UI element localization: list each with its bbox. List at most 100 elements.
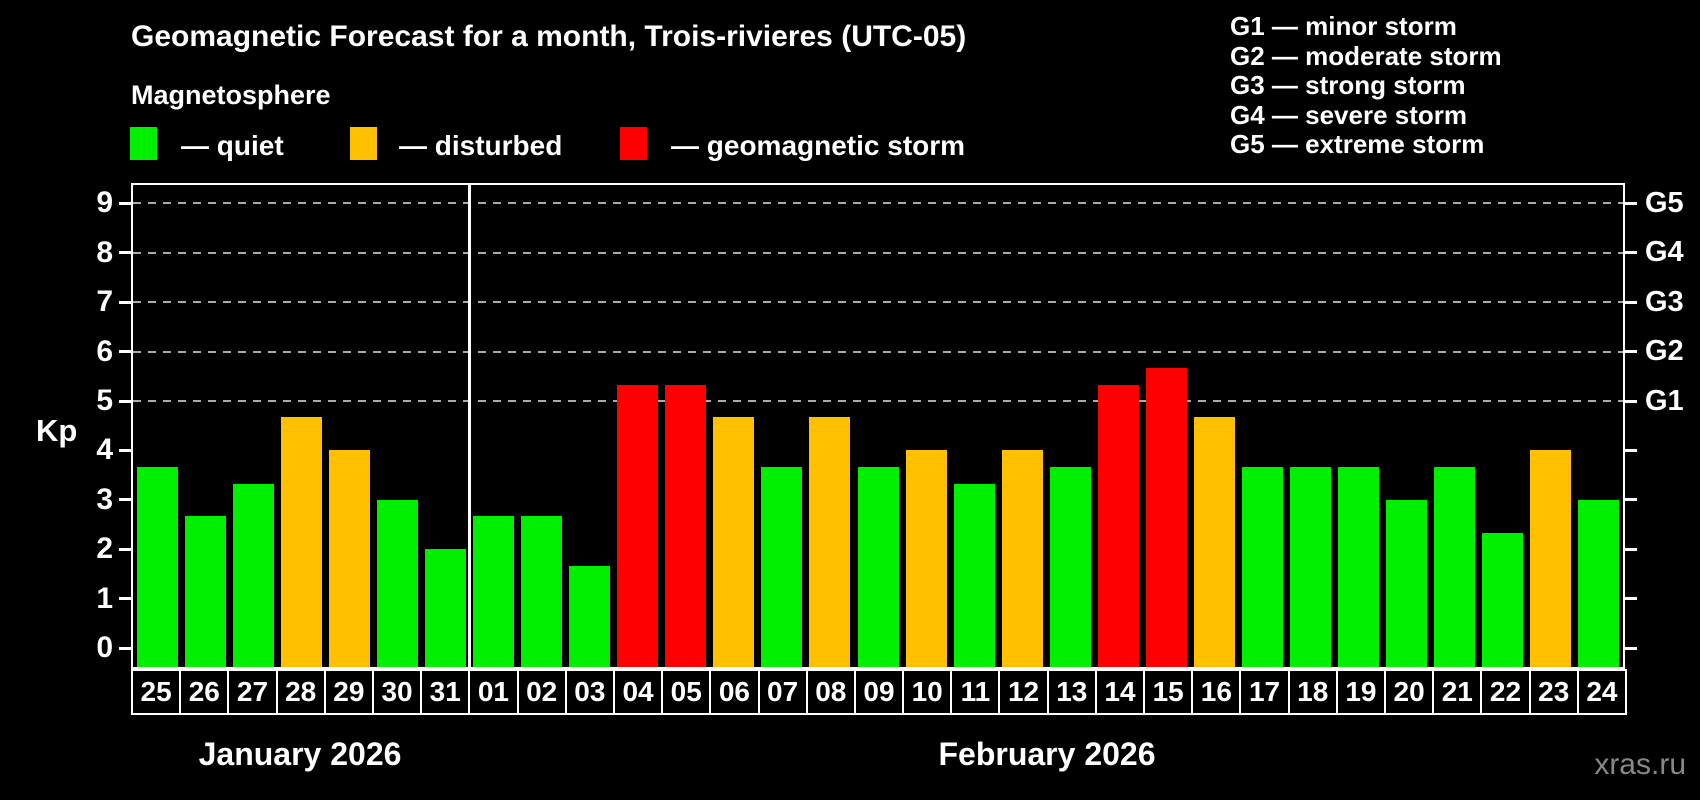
y-axis-tick [1625, 597, 1637, 601]
month-label-january: January 2026 [198, 736, 402, 772]
day-cell: 14 [1094, 669, 1146, 715]
watermark: xras.ru [1594, 748, 1686, 781]
day-cell: 30 [371, 669, 423, 715]
page-title: Geomagnetic Forecast for a month, Trois-… [131, 20, 967, 53]
bar [857, 466, 899, 667]
day-cell: 21 [1432, 669, 1483, 715]
y-axis-tick-label: 7 [96, 285, 113, 319]
bar [1001, 450, 1043, 667]
y-axis-tick [1625, 399, 1637, 403]
g-scale-label: G2 [1645, 335, 1684, 368]
legend-label-quiet: — quiet [181, 130, 284, 161]
day-cell: 08 [805, 669, 856, 715]
bar [184, 516, 226, 667]
day-cell: 02 [516, 669, 567, 715]
storm-scale-legend: G1 — minor storm G2 — moderate storm G3 — … [1230, 11, 1502, 160]
bar [905, 450, 947, 667]
day-cell: 09 [853, 669, 905, 715]
plot-area [131, 183, 1625, 669]
bar [1482, 532, 1524, 667]
y-axis-tick-label: 9 [96, 186, 113, 220]
day-cell: 24 [1576, 669, 1627, 715]
kp-axis-label: Kp [36, 413, 78, 448]
y-axis-tick [1625, 350, 1637, 354]
bar [953, 483, 995, 667]
y-axis-tick [1625, 201, 1637, 205]
bar [136, 466, 178, 667]
grid-line [133, 251, 1623, 254]
y-axis-tick-label: 0 [96, 631, 113, 664]
bar [232, 483, 274, 667]
bar [761, 466, 803, 667]
y-axis-tick [1625, 547, 1637, 551]
bar [521, 516, 563, 667]
day-cell: 19 [1335, 669, 1387, 715]
y-axis-tick-label: 6 [96, 334, 113, 368]
bar [1242, 466, 1284, 667]
day-cell: 05 [661, 669, 712, 715]
day-cell: 18 [1287, 669, 1338, 715]
day-cell: 28 [275, 669, 326, 715]
grid-line [133, 301, 1623, 304]
g-scale-label: G3 [1645, 285, 1684, 318]
day-cell: 03 [564, 669, 615, 715]
y-axis-tick [119, 498, 131, 502]
day-cell: 15 [1143, 669, 1194, 715]
bar [472, 516, 514, 667]
day-cell: 12 [998, 669, 1049, 715]
bar [1338, 466, 1380, 667]
day-cell: 16 [1191, 669, 1242, 715]
grid-line [133, 400, 1623, 402]
bar [809, 417, 851, 667]
bar [1434, 466, 1476, 667]
bar [665, 384, 707, 667]
bar [1530, 450, 1572, 667]
day-axis: 25 26 27 28 29 30 31 01 02 03 04 05 06 07 08 09 10 11 12 13… [131, 669, 1629, 715]
bar [328, 450, 370, 667]
g-scale-label: G5 [1645, 186, 1684, 219]
bar [1386, 499, 1428, 667]
day-cell: 29 [323, 669, 374, 715]
day-cell: 11 [950, 669, 1001, 715]
legend-swatch-quiet [130, 127, 157, 160]
bar [617, 384, 659, 667]
storm-scale-legend-line: G1 — minor storm [1230, 11, 1457, 41]
y-axis-tick-label: 5 [96, 384, 113, 417]
day-cell: 01 [468, 669, 519, 715]
day-cell: 04 [612, 669, 664, 715]
y-axis-tick [1625, 448, 1637, 452]
bar [1290, 466, 1332, 667]
storm-scale-legend-line: G4 — severe storm [1230, 99, 1468, 130]
legend-swatch-disturbed [350, 127, 377, 160]
bar [569, 565, 611, 667]
bar [713, 417, 755, 667]
y-axis-tick [119, 597, 131, 601]
y-axis-tick-label: 2 [96, 532, 113, 566]
y-axis-tick [1625, 251, 1637, 255]
day-cell: 07 [757, 669, 808, 715]
y-axis-tick [1625, 498, 1637, 502]
legend-swatch-storm [620, 127, 647, 160]
y-axis-tick-label: 1 [96, 581, 113, 615]
y-axis-tick [119, 300, 131, 304]
day-cell: 27 [227, 669, 278, 715]
bar [376, 499, 418, 667]
storm-scale-legend-line: G3 — strong storm [1230, 70, 1466, 100]
y-axis-tick [119, 448, 131, 452]
g-scale-label: G1 [1645, 384, 1684, 417]
legend-label-disturbed: — disturbed [399, 130, 563, 161]
y-axis-tick [119, 399, 131, 403]
grid-line [133, 350, 1623, 353]
grid-line [133, 202, 1623, 205]
bar [1049, 466, 1091, 667]
y-axis-tick [119, 646, 131, 650]
day-cell: 26 [179, 669, 230, 715]
day-cell: 06 [709, 669, 760, 715]
bar [424, 549, 466, 667]
day-cell: 10 [902, 669, 953, 715]
y-axis-tick [1625, 300, 1637, 304]
y-axis-tick-label: 8 [96, 235, 113, 269]
storm-scale-legend-line: G2 — moderate storm [1230, 40, 1502, 71]
day-cell: 22 [1480, 669, 1531, 715]
